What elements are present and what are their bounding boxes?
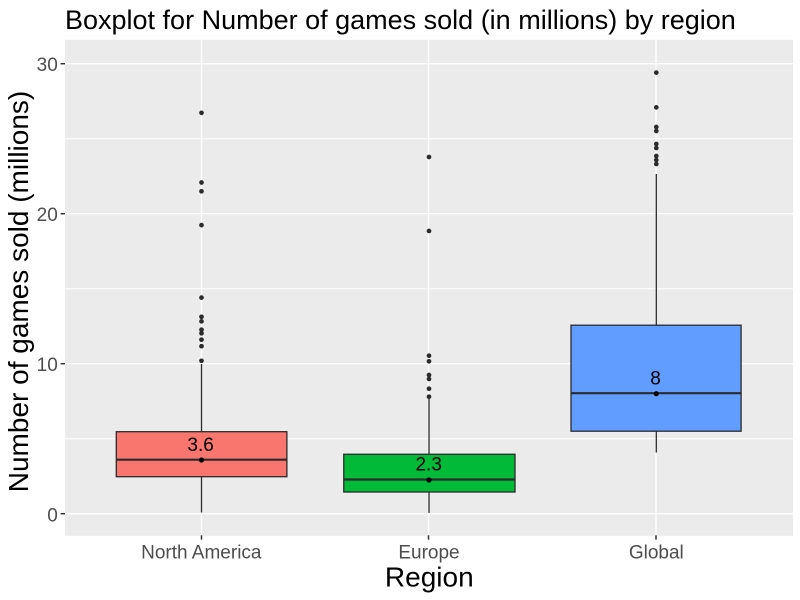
- svg-text:3.6: 3.6: [187, 435, 213, 456]
- svg-text:0: 0: [47, 505, 58, 526]
- svg-text:30: 30: [37, 55, 58, 76]
- svg-text:8: 8: [650, 369, 661, 390]
- svg-text:Boxplot for Number of games so: Boxplot for Number of games sold (in mil…: [65, 5, 736, 35]
- svg-text:2.3: 2.3: [415, 455, 441, 476]
- svg-text:Number of games sold (millions: Number of games sold (millions): [3, 91, 34, 492]
- svg-text:10: 10: [37, 355, 58, 376]
- svg-text:Global: Global: [629, 542, 684, 563]
- svg-text:Region: Region: [385, 562, 474, 593]
- svg-text:Europe: Europe: [398, 542, 459, 563]
- svg-text:North America: North America: [141, 542, 262, 563]
- svg-text:20: 20: [37, 205, 58, 226]
